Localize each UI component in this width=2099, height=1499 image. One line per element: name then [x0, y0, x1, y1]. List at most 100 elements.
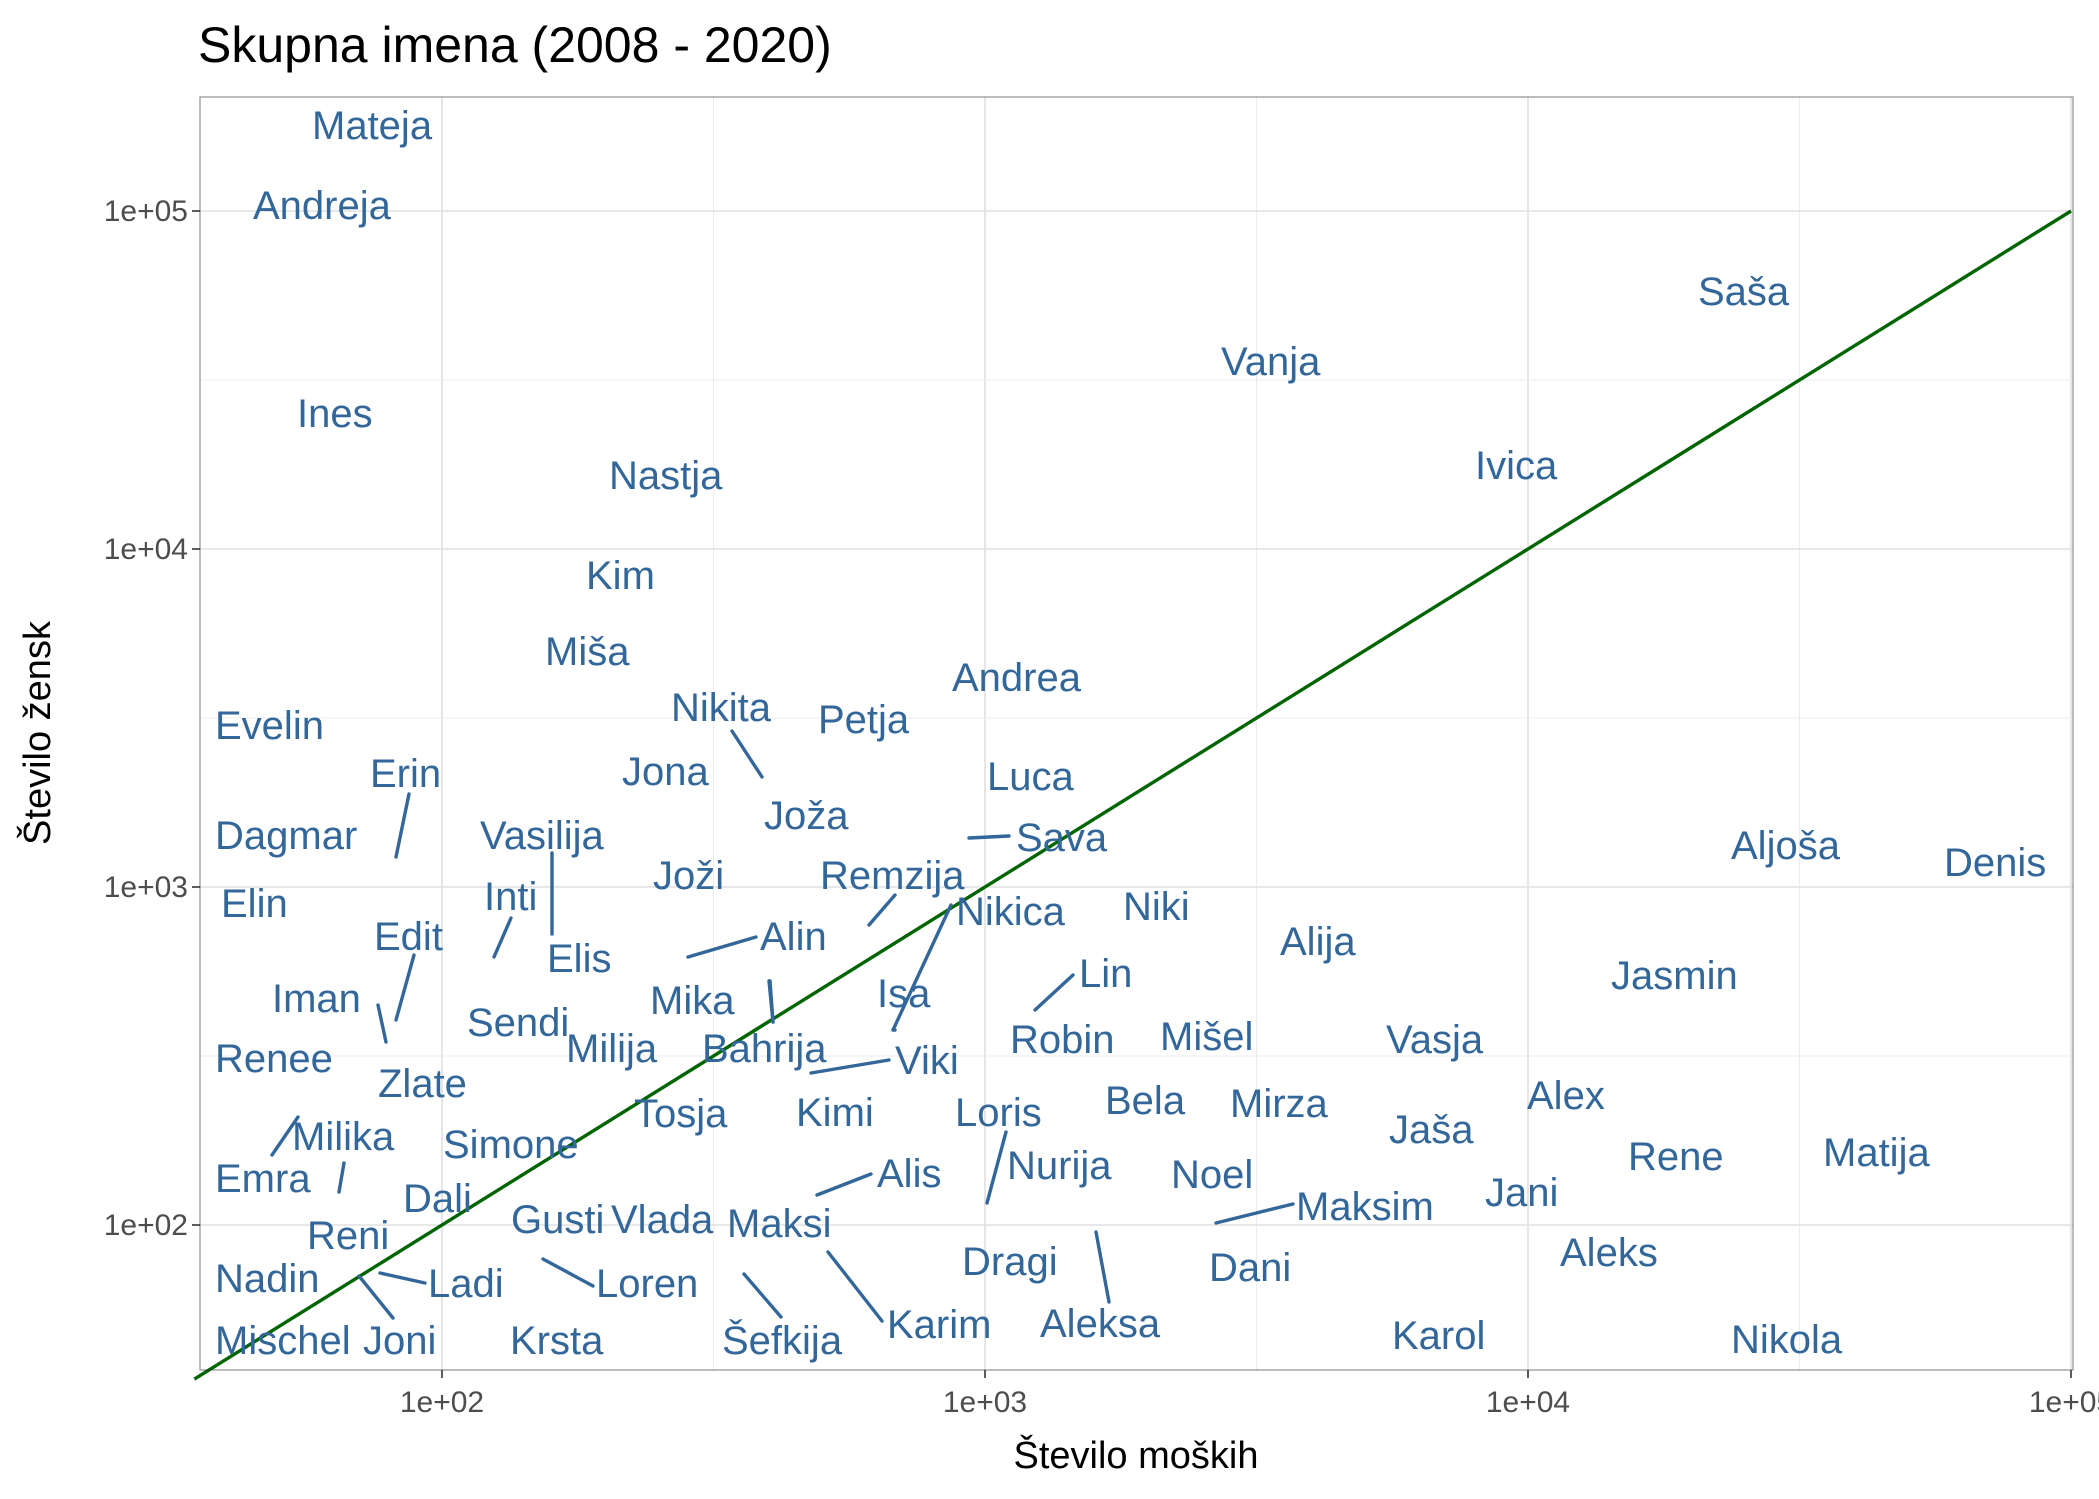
point-label: Jasmin [1611, 954, 1738, 998]
point-label: Alin [760, 915, 827, 959]
point-label: Iman [272, 977, 361, 1021]
point-label: Tosja [634, 1092, 728, 1136]
y-axis-title: Število žensk [15, 620, 59, 845]
label-leader-line [270, 1115, 300, 1157]
x-axis-title: Število moških [1014, 1433, 1259, 1477]
label-leader-line [378, 1271, 427, 1285]
point-label: Dali [403, 1177, 472, 1221]
point-label: Vanja [1221, 340, 1321, 384]
label-leader-line [809, 1058, 891, 1075]
point-label: Erin [370, 752, 441, 796]
point-label: Vasja [1386, 1018, 1484, 1062]
point-label: Dragi [962, 1240, 1058, 1284]
point-label: Mateja [312, 104, 433, 148]
point-label: Aljoša [1731, 824, 1841, 868]
label-leader-line [1094, 1230, 1111, 1304]
point-label: Saša [1698, 270, 1790, 314]
x-tick-label: 1e+04 [1486, 1386, 1570, 1419]
x-tick-label: 1e+03 [943, 1386, 1027, 1419]
point-label: Andrea [952, 656, 1082, 700]
identity-line [193, 209, 2072, 1381]
point-label: Nastja [609, 454, 723, 498]
label-leader-line [394, 792, 411, 859]
point-label: Alis [877, 1152, 941, 1196]
chart-title: Skupna imena (2008 - 2020) [198, 17, 832, 73]
label-leader-line [891, 903, 953, 1032]
point-label: Simone [443, 1123, 579, 1167]
point-label: Gusti [511, 1198, 604, 1242]
label-leader-line [967, 834, 1011, 840]
axes: 1e+02 1e+03 1e+04 1e+05 1e+02 1e+03 1e+04 1e+05 [104, 195, 2099, 1419]
point-label: Aleksa [1040, 1302, 1161, 1346]
point-label: Alija [1280, 920, 1356, 964]
label-leader-line [492, 916, 513, 959]
label-leader-line [541, 1257, 595, 1288]
point-label: Elis [547, 937, 611, 981]
point-label: Remzija [820, 854, 965, 898]
point-label: Jaša [1389, 1108, 1474, 1152]
x-tick-label: 1e+02 [400, 1386, 484, 1419]
point-label: Karol [1392, 1314, 1485, 1358]
point-label: Mischel [215, 1319, 351, 1363]
point-label: Noel [1171, 1153, 1253, 1197]
y-tick-label: 1e+04 [104, 533, 188, 566]
point-label: Zlate [378, 1062, 467, 1106]
label-leader-line [815, 1172, 873, 1197]
point-label: Maksim [1296, 1185, 1434, 1229]
point-label: Loren [596, 1262, 698, 1306]
point-label: Andreja [253, 184, 392, 228]
point-label: Ivica [1475, 444, 1558, 488]
point-label: Nikola [1731, 1318, 1843, 1362]
point-label: Dani [1209, 1246, 1291, 1290]
grid [200, 97, 2073, 1370]
point-label: Nurija [1007, 1144, 1112, 1188]
point-label: Bela [1105, 1079, 1186, 1123]
point-labels: Mateja Andreja Saša Vanja Ines Ivica Nastja Kim… [215, 104, 2046, 1363]
point-label: Aleks [1560, 1231, 1658, 1275]
point-label: Šefkija [722, 1318, 843, 1363]
label-leader-line [1033, 973, 1075, 1012]
point-label: Milija [566, 1027, 658, 1071]
label-leader-line [394, 953, 416, 1022]
point-label: Robin [1010, 1018, 1115, 1062]
point-label: Vlada [611, 1198, 714, 1242]
y-tick-label: 1e+05 [104, 195, 188, 228]
label-leader-line [376, 1003, 388, 1044]
point-label: Rene [1628, 1135, 1724, 1179]
point-label: Nikica [956, 890, 1066, 934]
point-label: Ladi [428, 1262, 504, 1306]
x-tick-label: 1e+05 [2029, 1386, 2099, 1419]
point-label: Mirza [1230, 1082, 1329, 1126]
label-leader-line [686, 935, 758, 959]
point-label: Elin [221, 882, 288, 926]
point-label: Evelin [215, 704, 324, 748]
point-label: Dagmar [215, 814, 357, 858]
label-leader-line [767, 979, 775, 1024]
point-label: Loris [955, 1091, 1042, 1135]
y-tick-label: 1e+02 [104, 1209, 188, 1242]
label-leader-lines [270, 729, 1295, 1323]
point-label: Joža [764, 794, 849, 838]
point-label: Nikita [671, 686, 772, 730]
point-label: Maksi [727, 1202, 831, 1246]
point-label: Krsta [510, 1319, 604, 1363]
point-label: Kimi [796, 1091, 874, 1135]
point-label: Luca [987, 755, 1074, 799]
point-label: Joni [363, 1319, 436, 1363]
point-label: Isa [877, 972, 931, 1016]
label-leader-line [337, 1161, 346, 1194]
point-label: Karim [887, 1303, 991, 1347]
point-label: Miša [545, 630, 630, 674]
point-label: Renee [215, 1037, 333, 1081]
point-label: Kim [586, 554, 655, 598]
point-label: Mika [650, 979, 735, 1023]
point-label: Mišel [1160, 1015, 1253, 1059]
label-leader-line [730, 729, 764, 779]
point-label: Matija [1823, 1131, 1930, 1175]
point-label: Sendi [467, 1001, 569, 1045]
label-leader-line [742, 1272, 783, 1319]
point-label: Denis [1944, 841, 2046, 885]
point-label: Jani [1485, 1171, 1558, 1215]
label-leader-line [357, 1274, 395, 1320]
